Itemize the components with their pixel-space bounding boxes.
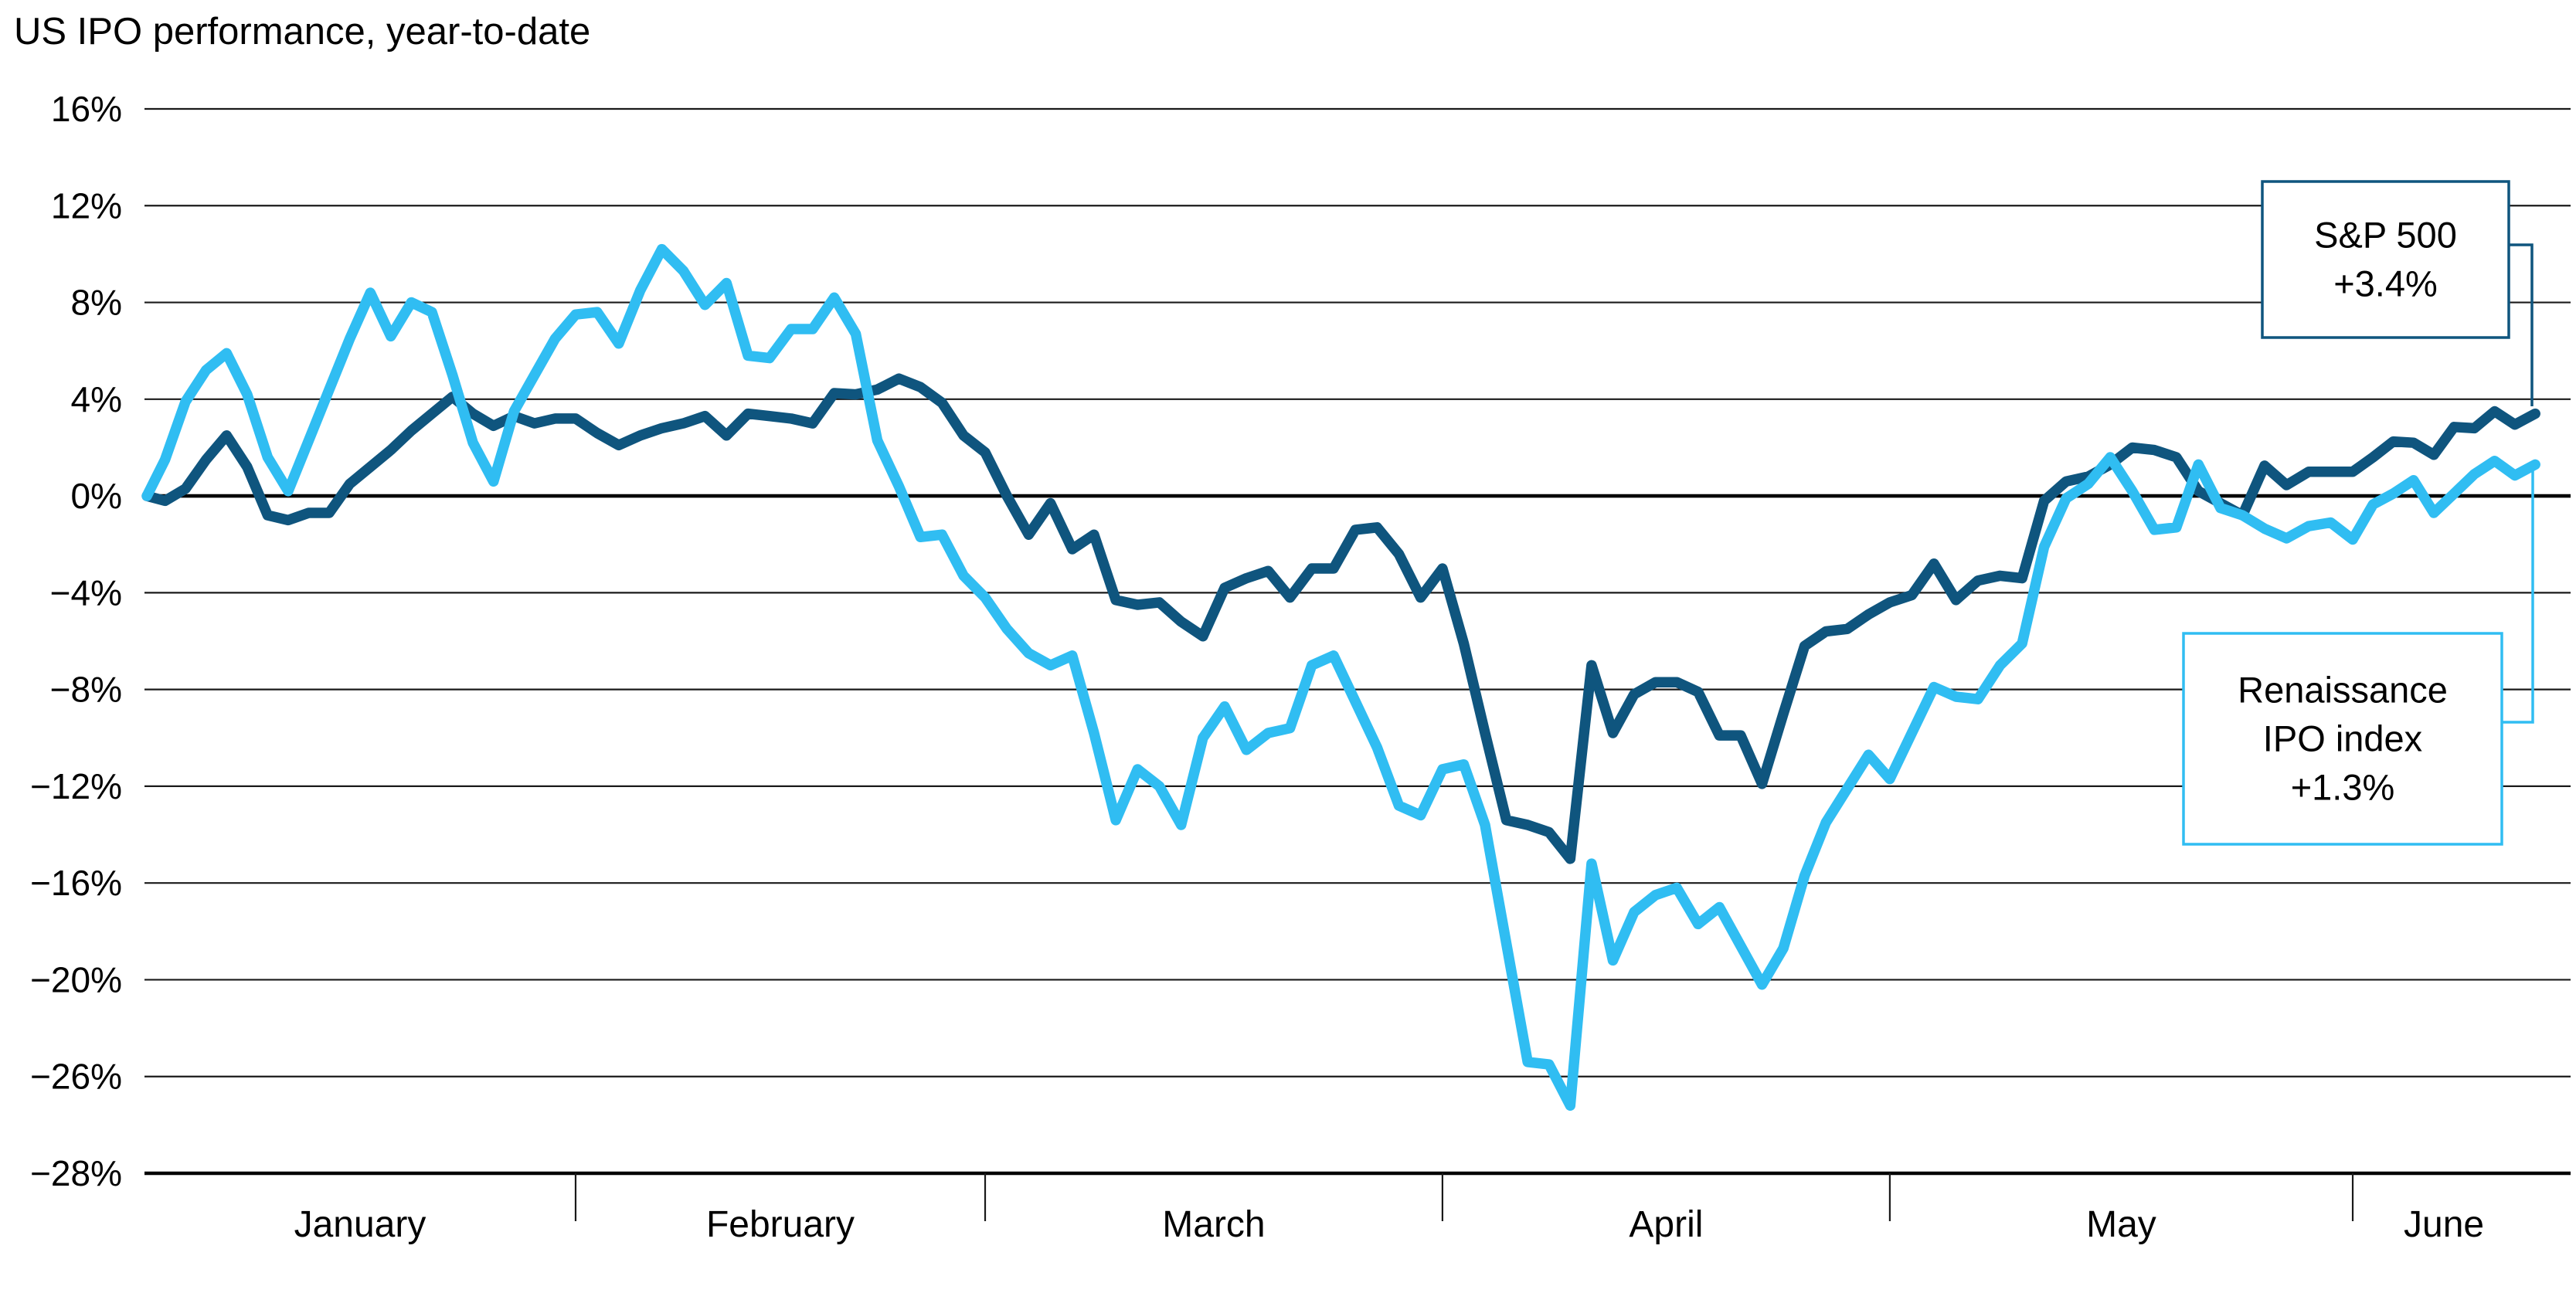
chart-title: US IPO performance, year-to-date: [14, 11, 590, 53]
x-month-label: January: [294, 1204, 427, 1245]
x-month-label: April: [1629, 1204, 1703, 1245]
y-tick-label: 4%: [71, 379, 122, 419]
ipo-annotation-box: [2182, 632, 2503, 846]
series-line-ipo: [141, 243, 2540, 1111]
sp500-annotation-label: S&P 500: [2314, 215, 2457, 256]
y-tick-label: 8%: [71, 283, 122, 323]
y-tick-label: −8%: [50, 670, 122, 710]
x-month-label: June: [2404, 1204, 2484, 1245]
y-tick-label: 0%: [71, 476, 122, 516]
ipo-annotation-label: Renaissance: [2238, 670, 2448, 711]
y-tick-label: −4%: [50, 572, 122, 613]
y-tick-label: −20%: [30, 959, 122, 999]
y-tick-label: 12%: [51, 185, 122, 226]
y-tick-label: 16%: [51, 89, 122, 129]
sp500-annotation-label: +3.4%: [2333, 263, 2438, 304]
y-tick-label: −26%: [30, 1057, 122, 1097]
y-tick-label: −28%: [30, 1153, 122, 1193]
y-tick-label: −12%: [30, 766, 122, 806]
y-tick-label: −16%: [30, 863, 122, 903]
ipo-annotation-label: IPO index: [2263, 718, 2422, 759]
series-line-sp500: [141, 373, 2540, 864]
ipo-annotation-label: +1.3%: [2291, 767, 2395, 808]
x-month-label: May: [2086, 1204, 2156, 1245]
x-month-label: March: [1162, 1204, 1265, 1245]
ipo-leader-line: [2502, 467, 2534, 724]
x-month-label: February: [706, 1204, 855, 1245]
sp500-leader-line: [2509, 243, 2534, 406]
sp500-annotation-box: [2261, 180, 2510, 339]
